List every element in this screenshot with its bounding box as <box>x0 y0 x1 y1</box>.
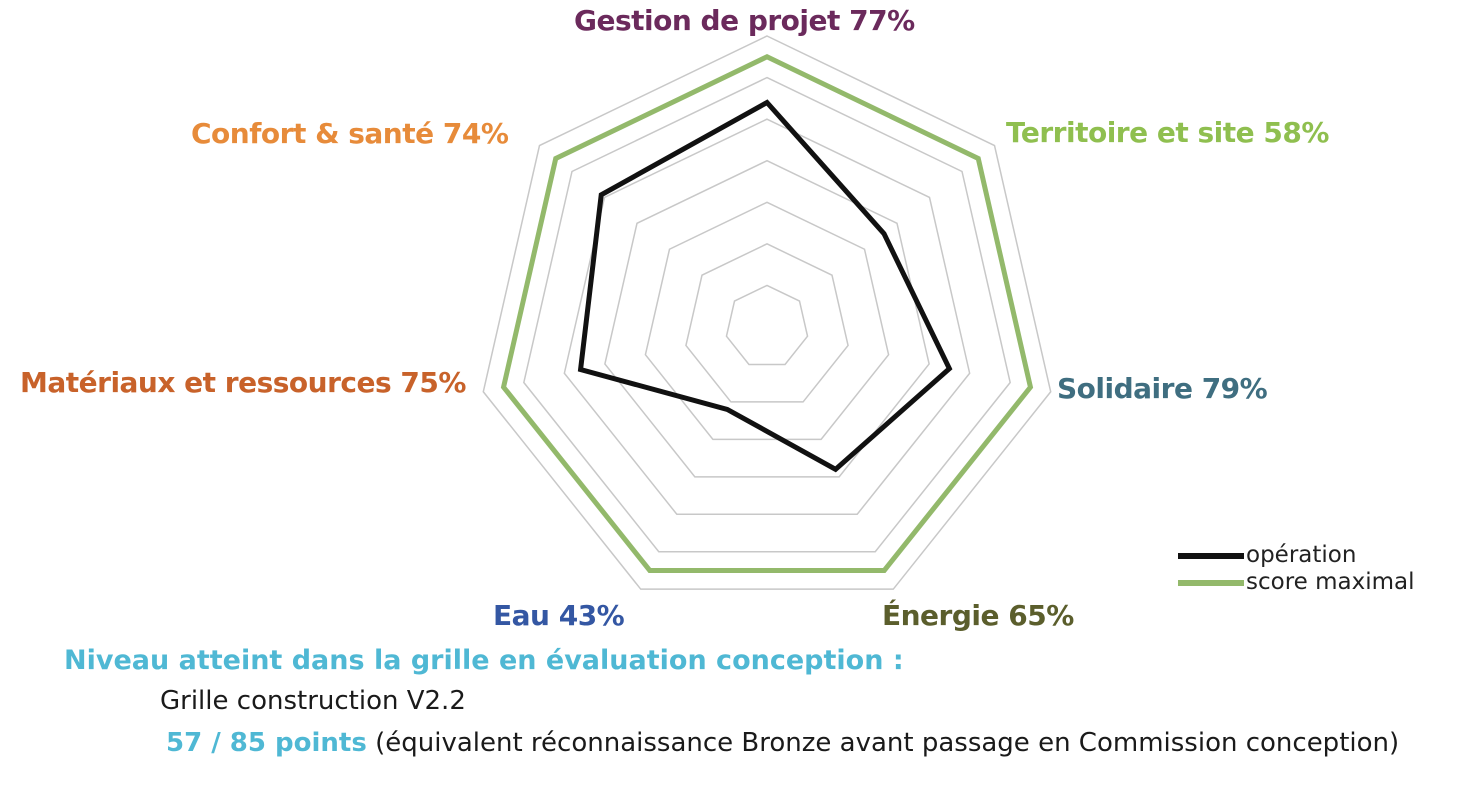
legend-item-score-maximal: score maximal <box>1178 569 1415 596</box>
axis-label-gestion-de-projet: Gestion de projet 77% <box>574 4 915 37</box>
legend-swatch-operation <box>1178 552 1244 559</box>
grid-ring-1 <box>725 284 809 366</box>
points-score: 57 / 85 points <box>166 728 367 758</box>
axis-label-territoire-et-site: Territoire et site 58% <box>1006 116 1329 149</box>
grid-ring-5 <box>563 118 971 516</box>
grid-ring-3 <box>644 201 890 441</box>
summary-score-line: 57 / 85 points (équivalent réconnaissanc… <box>166 728 1399 758</box>
axis-label-solidaire: Solidaire 79% <box>1057 372 1268 405</box>
axis-label-energie: Énergie 65% <box>882 599 1074 632</box>
legend-item-operation: opération <box>1178 542 1415 569</box>
legend-swatch-score-maximal <box>1178 579 1244 586</box>
series-score-maximal <box>500 54 1034 573</box>
points-note: (équivalent réconnaissance Bronze avant … <box>375 728 1400 758</box>
summary-title: Niveau atteint dans la grille en évaluat… <box>64 645 904 676</box>
grid-ring-2 <box>685 243 849 403</box>
grid-ring-6 <box>523 76 1011 553</box>
legend: opération score maximal <box>1178 542 1415 596</box>
series-operation <box>577 99 953 473</box>
grid-ring-7 <box>482 35 1052 590</box>
axis-label-eau: Eau 43% <box>493 599 625 632</box>
radar-grid <box>482 35 1052 590</box>
axis-label-materiaux-et-ressources: Matériaux et ressources 75% <box>20 366 466 399</box>
radar-series <box>500 54 1034 573</box>
grid-ring-4 <box>604 159 930 478</box>
axis-label-confort-et-sante: Confort & santé 74% <box>191 117 509 150</box>
grid-name: Grille construction V2.2 <box>160 686 466 716</box>
